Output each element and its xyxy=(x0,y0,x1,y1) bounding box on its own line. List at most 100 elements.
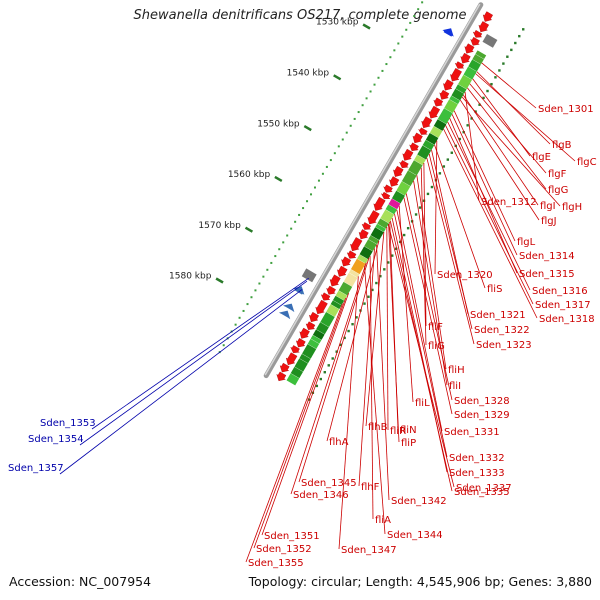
gc-skew-dot xyxy=(393,49,396,52)
cog-block xyxy=(422,139,435,151)
gene-arrow-shape xyxy=(478,21,490,33)
gene-label: Sden_1322 xyxy=(474,325,530,336)
right-leader-line xyxy=(403,197,453,415)
gc-skew-dot xyxy=(278,248,281,251)
gc-dot xyxy=(355,316,358,319)
gene-arrow-shape xyxy=(341,256,352,267)
gene-arrow-shape xyxy=(315,299,328,315)
right-leader-line xyxy=(394,213,448,458)
gene-label: flgC xyxy=(577,157,597,168)
gc-dot xyxy=(406,226,410,230)
right-leader-line xyxy=(423,163,427,327)
right-leader-line xyxy=(476,71,551,145)
gene-arrow xyxy=(464,43,475,54)
cog-block xyxy=(444,99,458,113)
cog-block xyxy=(302,344,317,359)
gene-arrow-shape xyxy=(460,52,471,64)
gc-skew-dot xyxy=(389,56,392,59)
gene-label: fliP xyxy=(401,438,416,449)
right-leader-line xyxy=(434,144,486,289)
gene-label: Sden_1342 xyxy=(391,496,447,507)
gc-skew-dot xyxy=(242,309,245,312)
right-leader-line xyxy=(420,167,427,346)
right-leader-line xyxy=(261,292,349,536)
gene-label: fliS xyxy=(487,284,502,295)
gene-arrow xyxy=(367,210,380,225)
gc-skew-dot xyxy=(413,15,416,18)
gene-arrow xyxy=(439,89,450,100)
cog-block xyxy=(316,322,329,335)
gc-dot xyxy=(327,364,330,367)
gc-skew-dot xyxy=(325,165,328,168)
cog-block xyxy=(429,126,443,138)
gc-skew-dot xyxy=(333,152,336,155)
gene-arrow-shape xyxy=(389,176,400,187)
right-leader-line xyxy=(481,62,537,109)
gc-skew-dot xyxy=(270,261,273,264)
gc-dot xyxy=(347,329,350,333)
gc-dot xyxy=(442,165,446,168)
cog-block xyxy=(348,269,360,278)
cog-block xyxy=(425,133,439,145)
gene-arrow-shape xyxy=(329,274,341,287)
gc-skew-dot xyxy=(349,124,352,127)
accession-text: Accession: NC_007954 xyxy=(9,574,152,589)
left-leader-line xyxy=(91,277,309,430)
genome-stats-text: Topology: circular; Length: 4,545,906 bp… xyxy=(248,574,592,589)
gene-label: fliH xyxy=(448,365,465,376)
grey-gene-box xyxy=(301,268,317,283)
gc-skew-dot xyxy=(405,28,408,31)
cog-block xyxy=(380,209,395,224)
gene-label: fliF xyxy=(428,322,443,333)
cog-block xyxy=(472,54,484,65)
gene-arrow xyxy=(329,274,341,287)
cog-block xyxy=(294,358,308,372)
gene-label: Sden_1323 xyxy=(476,340,532,351)
gc-skew-dot xyxy=(286,234,289,237)
gene-arrow xyxy=(402,148,414,161)
right-leader-line xyxy=(459,99,540,221)
reverse-gene-shape xyxy=(442,28,454,37)
right-leader-line xyxy=(462,94,539,206)
right-leader-line xyxy=(416,175,447,370)
gc-skew-dot xyxy=(337,145,340,148)
gene-label: fliG xyxy=(428,341,445,352)
cog-block xyxy=(357,254,369,264)
cog-block xyxy=(343,272,358,287)
gene-label: Sden_1355 xyxy=(248,558,304,569)
gc-skew-dot xyxy=(258,282,261,285)
gene-label: flgB xyxy=(552,140,572,151)
right-leader-line xyxy=(475,73,576,162)
gene-arrow-shape xyxy=(464,43,475,54)
gc-dot xyxy=(458,137,461,141)
gene-label: Sden_1335 xyxy=(454,487,510,498)
gene-arrow xyxy=(383,184,393,193)
gene-arrow-shape xyxy=(399,160,409,169)
reverse-gene-arrow xyxy=(283,303,295,313)
gene-arrow-shape xyxy=(412,132,423,144)
cog-block xyxy=(468,59,481,72)
label-leader-lines xyxy=(59,62,576,563)
gc-dot xyxy=(466,124,469,127)
gc-dot xyxy=(395,247,398,250)
gc-skew-dot xyxy=(329,159,332,162)
gc-skew-dot xyxy=(381,69,384,72)
gene-label-left: Sden_1357 xyxy=(8,463,64,474)
gene-label: Sden_1332 xyxy=(449,453,505,464)
scale-tick-label: 1530 kbp xyxy=(316,18,359,28)
gene-label-left: Sden_1353 xyxy=(40,418,96,429)
right-leader-line xyxy=(451,114,518,256)
gene-arrow xyxy=(346,250,357,259)
gc-dot xyxy=(387,261,390,264)
gene-arrow xyxy=(341,256,352,267)
gc-dot xyxy=(510,48,513,52)
gene-arrow-shape xyxy=(320,292,331,301)
gene-label-left: Sden_1354 xyxy=(28,434,84,445)
cog-block xyxy=(463,66,477,80)
cog-block xyxy=(385,204,397,215)
gene-arrow xyxy=(350,237,363,252)
gene-label: Sden_1315 xyxy=(519,269,575,280)
cog-block xyxy=(449,95,460,105)
gene-arrow-shape xyxy=(450,68,462,82)
